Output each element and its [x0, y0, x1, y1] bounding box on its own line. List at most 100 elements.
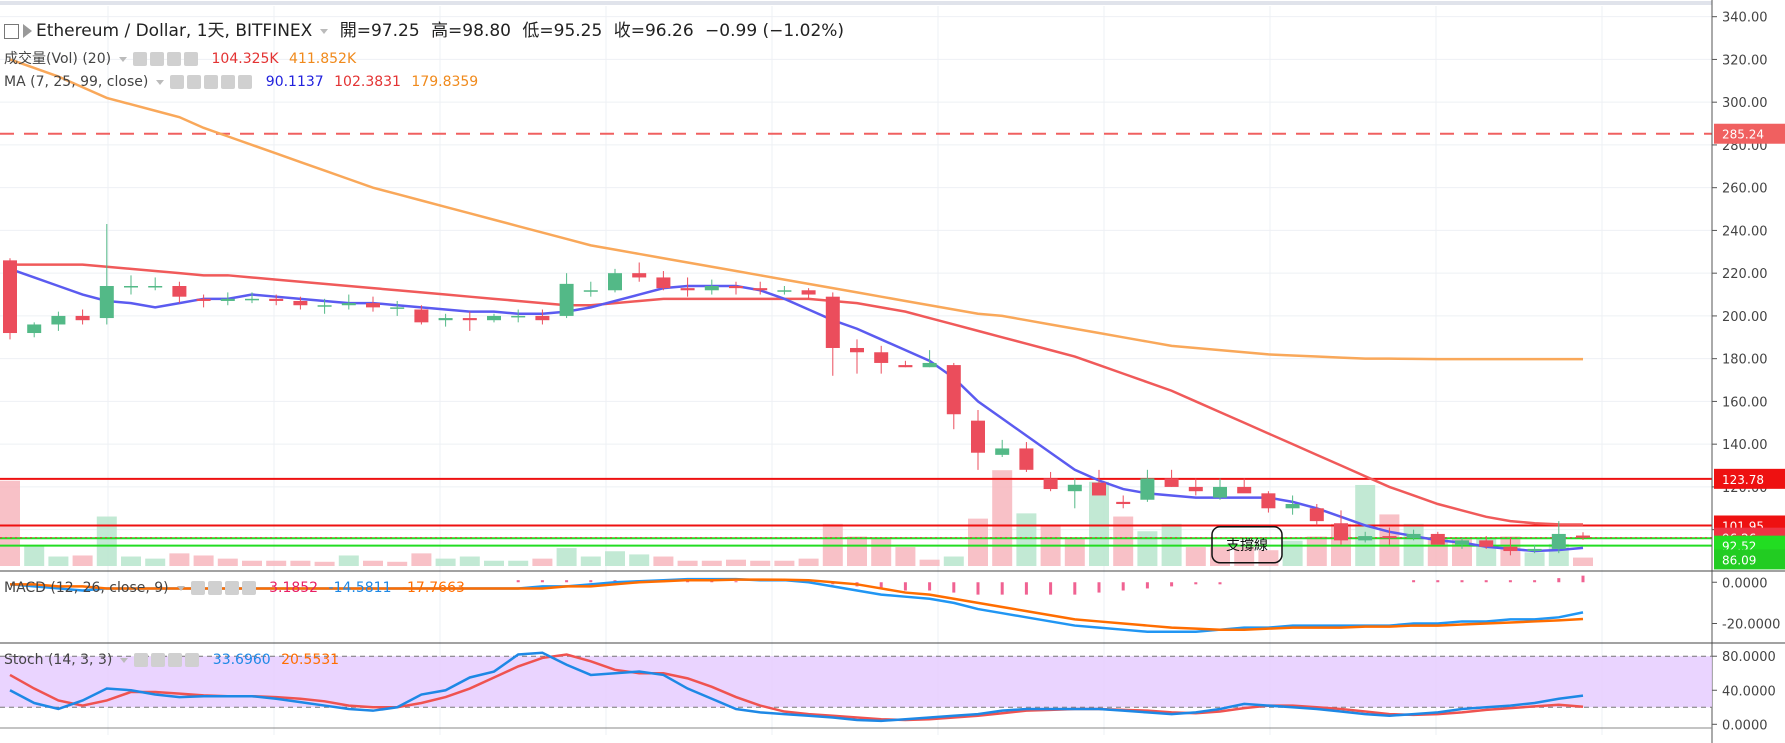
volume-bar [895, 547, 916, 566]
close-icon[interactable] [185, 653, 200, 667]
volume-bar [1016, 513, 1037, 566]
symbol-title[interactable]: Ethereum / Dollar, 1天, BITFINEX [36, 21, 313, 41]
candle-body [753, 288, 768, 291]
macd-histogram-bar [879, 582, 883, 589]
macd-histogram-bar [1121, 582, 1125, 591]
candle-body [293, 300, 308, 306]
volume-bar [1137, 531, 1158, 566]
indicator-controls[interactable] [170, 74, 255, 90]
ma25-value: 102.3831 [334, 74, 401, 90]
macd-histogram-bar [1000, 582, 1004, 595]
volume-bar [169, 553, 190, 566]
volume-legend-label[interactable]: 成交量(Vol) (20) [4, 51, 112, 67]
chevron-down-icon[interactable] [120, 657, 129, 663]
volume-bar [435, 558, 456, 566]
eye-icon[interactable] [190, 581, 205, 595]
macd-histogram-bar [1049, 582, 1053, 595]
gear-icon[interactable] [150, 52, 165, 66]
volume-bar [387, 561, 408, 566]
candle-body [1237, 486, 1252, 494]
candle-body [51, 315, 66, 325]
macd-histogram-bar [1145, 582, 1149, 589]
candle-body [1019, 448, 1034, 470]
eye-icon[interactable] [134, 653, 149, 667]
stoch-k-value: 33.6960 [212, 652, 271, 668]
volume-bar [701, 560, 722, 566]
candle-body [1140, 478, 1155, 500]
volume-bar [580, 556, 601, 566]
candle-body [172, 286, 187, 297]
macd-histogram-bar [1194, 582, 1198, 585]
ohlc-close: 收=96.26 [613, 21, 694, 41]
volume-bar [871, 537, 892, 566]
candle-body [729, 286, 743, 289]
candle-body [1261, 493, 1276, 509]
candle-body [1309, 508, 1324, 522]
macd-histogram-bar [1218, 582, 1222, 585]
candle-body [317, 305, 332, 307]
plus-icon[interactable] [221, 75, 236, 89]
plus-icon[interactable] [224, 581, 239, 595]
indicator-controls[interactable] [134, 652, 202, 668]
flag-icon[interactable] [23, 24, 32, 38]
plus-icon[interactable] [167, 52, 182, 66]
volume-bar [484, 560, 504, 566]
candle-body [75, 315, 90, 321]
chevron-down-icon[interactable] [176, 585, 185, 591]
stoch-legend: Stoch (14, 3, 3) 33.6960 20.5531 [4, 652, 345, 668]
collapse-icon[interactable] [4, 23, 19, 39]
close-icon[interactable] [241, 581, 256, 595]
candle-body [99, 286, 114, 319]
chevron-down-icon[interactable] [156, 79, 165, 85]
stoch-legend-label[interactable]: Stoch (14, 3, 3) [4, 652, 113, 668]
macd-histogram-bar [976, 582, 980, 595]
candle-body [535, 315, 550, 321]
candle-body [27, 324, 42, 334]
plus-icon[interactable] [168, 653, 183, 667]
volume-bar [968, 518, 988, 566]
volume-bar [217, 558, 238, 566]
macd-histogram-bar [928, 582, 932, 591]
support-annotation-box [1211, 526, 1283, 564]
volume-bar [677, 560, 698, 566]
volume-bar [508, 560, 529, 566]
candle-body [874, 352, 889, 363]
stoch-tick-label: 80.0000 [1722, 650, 1776, 665]
macd-legend-label[interactable]: MACD (12, 26, close, 9) [4, 580, 169, 596]
eye-icon[interactable] [170, 75, 185, 89]
candle-body [1043, 478, 1058, 490]
gear-icon[interactable] [151, 653, 166, 667]
gear-icon[interactable] [187, 75, 202, 89]
price-tag-label: 86.09 [1722, 553, 1756, 567]
macd-histogram-bar [1557, 578, 1561, 583]
candle-body [341, 303, 356, 306]
close-icon[interactable] [184, 52, 199, 66]
candle-body [148, 286, 163, 288]
chevron-down-icon[interactable] [119, 56, 128, 62]
ma-legend-label[interactable]: MA (7, 25, 99, close) [4, 74, 149, 90]
bracket-icon[interactable] [204, 75, 219, 89]
candle-body [946, 365, 961, 415]
indicator-controls[interactable] [133, 51, 201, 67]
volume-bar [0, 480, 20, 566]
eye-icon[interactable] [133, 52, 148, 66]
macd-tick-label: -20.0000 [1722, 618, 1780, 633]
macd-histogram-bar [1436, 580, 1440, 583]
macd-tick-label: 0.0000 [1722, 576, 1768, 591]
price-tick-label: 240.00 [1722, 224, 1768, 239]
chevron-down-icon[interactable] [320, 28, 329, 34]
volume-bar [193, 555, 214, 566]
candle-body [220, 298, 235, 301]
volume-bar [242, 560, 262, 566]
price-tick-label: 340.00 [1722, 11, 1768, 26]
volume-bar [145, 558, 166, 566]
candle-body [1092, 482, 1106, 496]
gear-icon[interactable] [207, 581, 222, 595]
symbol-header: Ethereum / Dollar, 1天, BITFINEX 開=97.25 … [4, 16, 850, 41]
indicator-controls[interactable] [190, 580, 259, 596]
volume-bar [363, 560, 383, 566]
close-icon[interactable] [238, 75, 253, 89]
candle-body [196, 298, 211, 301]
